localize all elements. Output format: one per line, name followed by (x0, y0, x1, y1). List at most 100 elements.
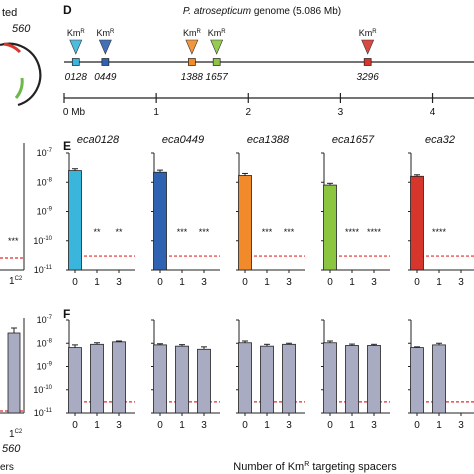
x-axis-title-main: Number of Km (233, 461, 304, 473)
genome-title-size: genome (5.086 Mb) (254, 6, 341, 17)
bar-group-2: 0 1 *** 3 *** eca1388 (236, 134, 305, 288)
y-tick-label: 10-11 (34, 408, 53, 418)
marker-triangle (69, 39, 83, 55)
left-x-label-2: 1C2 (9, 429, 23, 440)
significance-stars: **** (345, 227, 360, 237)
left-x-label-sup: C2 (15, 276, 23, 282)
y-tick-exp: -11 (44, 408, 53, 414)
scale-tick-label: 2 (245, 107, 251, 118)
y-tick-label: 10-7 (37, 148, 53, 158)
marker-label-sup: R (196, 29, 201, 35)
marker-box (363, 58, 372, 66)
bar (410, 175, 424, 271)
significance-stars: ** (115, 227, 123, 237)
y-tick-label: 10-9 (37, 362, 53, 372)
bar (90, 343, 104, 414)
y-tick-base: 10 (37, 207, 47, 217)
x-tick-label: 0 (157, 277, 163, 288)
x-tick-label: 3 (458, 420, 464, 431)
significance-stars: *** (177, 227, 188, 237)
plasmid-red-segment (3, 42, 22, 54)
bar (153, 344, 167, 414)
x-tick-label: 1 (436, 420, 442, 431)
y-tick-base: 10 (37, 362, 47, 372)
x-tick-label: 3 (116, 277, 122, 288)
bar (197, 348, 211, 414)
x-axis-title: Number of KmR targeting spacers (233, 461, 397, 473)
y-tick-label: 10-8 (37, 177, 53, 187)
marker-0128: KmR 0128 (65, 28, 88, 83)
x-tick-label: 1 (349, 277, 355, 288)
marker-0449: KmR 0449 (94, 28, 117, 83)
bar (238, 342, 252, 414)
x-tick-label: 3 (371, 277, 377, 288)
x-tick-label: 0 (414, 277, 420, 288)
y-tick-base: 10 (37, 177, 47, 187)
bar (367, 345, 381, 414)
group-title: eca32 (425, 134, 455, 146)
x-tick-label: 0 (242, 420, 248, 431)
marker-box (101, 58, 110, 66)
plasmid-green-segment (14, 77, 24, 99)
x-tick-label: 1 (436, 277, 442, 288)
significance-stars: *** (199, 227, 210, 237)
y-tick-base: 10 (33, 385, 43, 395)
left-significance: *** (8, 236, 19, 246)
marker-id: 0449 (94, 72, 117, 83)
x-tick-label: 0 (72, 277, 78, 288)
x-tick-label: 1 (94, 420, 100, 431)
marker-label-km: Km (208, 28, 222, 38)
y-tick-exp: -7 (47, 315, 53, 321)
x-tick-label: 1 (349, 420, 355, 431)
significance-stars: ** (93, 227, 101, 237)
y-tick-base: 10 (37, 148, 47, 158)
bar (68, 170, 82, 271)
bar (282, 343, 296, 414)
marker-label-sup: R (80, 29, 85, 35)
x-tick-label: 1 (179, 277, 185, 288)
significance-stars: **** (367, 227, 382, 237)
x-tick-label: 1 (179, 420, 185, 431)
significance-stars: **** (432, 227, 447, 237)
panel-f-letter: F (63, 307, 70, 321)
x-tick-label: 0 (157, 420, 163, 431)
left-top-text: ted (2, 7, 17, 19)
y-tick-exp: -9 (47, 207, 53, 213)
left-x-label: 1C2 (9, 276, 23, 287)
y-tick-exp: -7 (47, 148, 53, 154)
bar (153, 171, 167, 271)
x-tick-label: 3 (201, 420, 207, 431)
y-tick-label: 10-10 (33, 236, 52, 246)
y-tick-label: 10-7 (37, 315, 53, 325)
bar (175, 345, 189, 414)
group-title: eca0128 (77, 134, 120, 146)
bar-group-0: 0 1 ** 3 ** eca0128 (66, 134, 135, 288)
left-bar (7, 332, 21, 414)
group-title: eca0449 (162, 134, 204, 146)
scale-tick-label: 1 (153, 107, 159, 118)
bar-group-2: 0 1 3 (236, 319, 305, 431)
bar-group-3: 0 1 3 (321, 319, 390, 431)
marker-label-sup: R (110, 29, 115, 35)
marker-triangle (185, 39, 199, 55)
x-tick-label: 0 (242, 277, 248, 288)
bar (260, 345, 274, 414)
bar-group-4: 0 1 3 (408, 319, 474, 431)
x-tick-label: 1 (264, 277, 270, 288)
marker-label: KmR (208, 28, 227, 38)
x-tick-label: 3 (201, 277, 207, 288)
x-axis-title-end: targeting spacers (309, 461, 397, 473)
bar-group-4: 0 1 **** 3 eca32 (408, 134, 474, 288)
left-bottom-word: ers (0, 462, 14, 473)
bar-group-1: 0 1 *** 3 *** eca0449 (151, 134, 220, 288)
x-tick-label: 1 (94, 277, 100, 288)
x-tick-label: 3 (286, 420, 292, 431)
marker-1657: KmR 1657 (206, 28, 229, 83)
marker-label: KmR (183, 28, 202, 38)
bar (68, 347, 82, 414)
scale-tick-label: 0 Mb (63, 107, 86, 118)
y-tick-label: 10-9 (37, 207, 53, 217)
x-tick-label: 3 (371, 420, 377, 431)
bar (323, 342, 337, 414)
